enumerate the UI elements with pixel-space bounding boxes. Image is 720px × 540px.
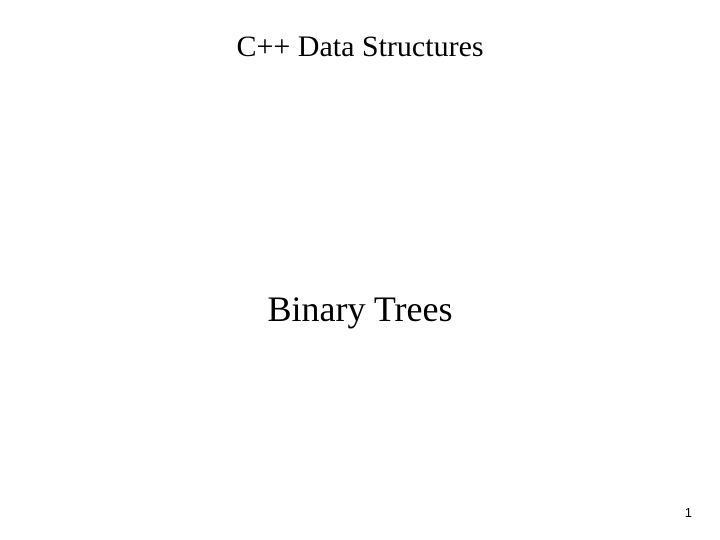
- page-number: 1: [685, 505, 692, 520]
- slide-title: C++ Data Structures: [0, 30, 720, 64]
- slide-subtitle: Binary Trees: [0, 288, 720, 330]
- slide-container: C++ Data Structures Binary Trees 1: [0, 0, 720, 540]
